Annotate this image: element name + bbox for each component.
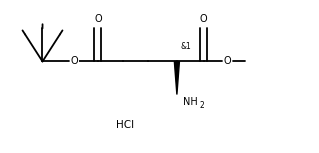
Text: NH: NH — [183, 97, 198, 107]
Text: 2: 2 — [200, 101, 204, 110]
Text: O: O — [224, 56, 231, 66]
Text: HCl: HCl — [116, 120, 134, 130]
Polygon shape — [174, 62, 179, 95]
Text: &1: &1 — [180, 42, 191, 51]
Text: O: O — [94, 14, 102, 24]
Text: O: O — [70, 56, 78, 66]
Text: O: O — [200, 14, 208, 24]
